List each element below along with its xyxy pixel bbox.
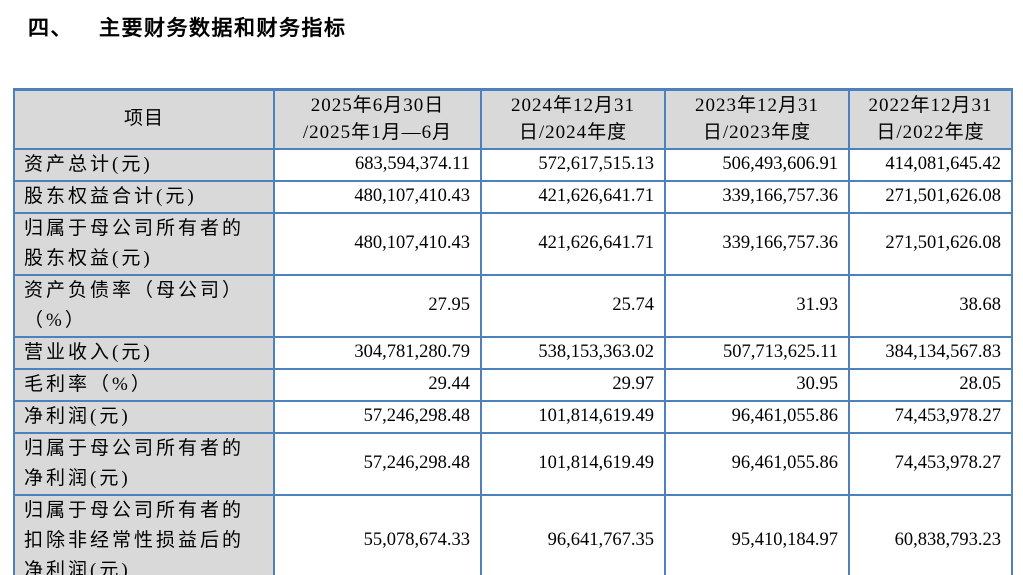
table-row-gross-margin: 毛利率（%） 29.44 29.97 30.95 28.05: [13, 367, 1013, 402]
row-label: 毛利率（%）: [13, 367, 275, 402]
row-label: 资产总计(元): [13, 147, 275, 182]
value-cell: 414,081,645.42: [848, 147, 1013, 182]
value-cell: 572,617,515.13: [480, 147, 666, 182]
value-cell: 421,626,641.71: [480, 211, 666, 276]
row-label: 归属于母公司所有者的 净利润(元): [13, 431, 275, 496]
section-number: 四、: [28, 16, 73, 40]
table-header-row: 项目 2025年6月30日 /2025年1月—6月 2024年12月31 日/2…: [13, 88, 1013, 150]
value-cell: 57,246,298.48: [273, 399, 482, 434]
value-cell: 480,107,410.43: [273, 211, 482, 276]
financial-indicators-table: 项目 2025年6月30日 /2025年1月—6月 2024年12月31 日/2…: [13, 88, 1013, 575]
value-cell: 421,626,641.71: [480, 179, 666, 214]
header-cell-period-2024: 2024年12月31 日/2024年度: [480, 88, 666, 150]
value-cell: 339,166,757.36: [664, 179, 850, 214]
header-cell-period-2025: 2025年6月30日 /2025年1月—6月: [273, 88, 482, 150]
value-cell: 507,713,625.11: [664, 335, 850, 370]
value-cell: 25.74: [480, 273, 666, 338]
section-title-text: 主要财务数据和财务指标: [99, 16, 347, 40]
header-cell-item: 项目: [13, 88, 275, 150]
row-label: 营业收入(元): [13, 335, 275, 370]
value-cell: 95,410,184.97: [664, 493, 850, 575]
value-cell: 339,166,757.36: [664, 211, 850, 276]
value-cell: 57,246,298.48: [273, 431, 482, 496]
table-row-net-profit-attributable-parent: 归属于母公司所有者的 净利润(元) 57,246,298.48 101,814,…: [13, 431, 1013, 496]
row-label: 归属于母公司所有者的 股东权益(元): [13, 211, 275, 276]
table-row-total-equity: 股东权益合计(元) 480,107,410.43 421,626,641.71 …: [13, 179, 1013, 214]
value-cell: 28.05: [848, 367, 1013, 402]
value-cell: 683,594,374.11: [273, 147, 482, 182]
row-label: 净利润(元): [13, 399, 275, 434]
page-title: 四、 主要财务数据和财务指标: [28, 12, 347, 42]
table-row-equity-attributable-parent: 归属于母公司所有者的 股东权益(元) 480,107,410.43 421,62…: [13, 211, 1013, 276]
value-cell: 96,641,767.35: [480, 493, 666, 575]
value-cell: 538,153,363.02: [480, 335, 666, 370]
value-cell: 271,501,626.08: [848, 211, 1013, 276]
value-cell: 304,781,280.79: [273, 335, 482, 370]
value-cell: 271,501,626.08: [848, 179, 1013, 214]
table-row-net-profit: 净利润(元) 57,246,298.48 101,814,619.49 96,4…: [13, 399, 1013, 434]
table-row-total-assets: 资产总计(元) 683,594,374.11 572,617,515.13 50…: [13, 147, 1013, 182]
table-row-operating-revenue: 营业收入(元) 304,781,280.79 538,153,363.02 50…: [13, 335, 1013, 370]
value-cell: 384,134,567.83: [848, 335, 1013, 370]
value-cell: 74,453,978.27: [848, 399, 1013, 434]
value-cell: 74,453,978.27: [848, 431, 1013, 496]
value-cell: 101,814,619.49: [480, 431, 666, 496]
value-cell: 60,838,793.23: [848, 493, 1013, 575]
table-row-debt-ratio: 资产负债率（母公司） （%） 27.95 25.74 31.93 38.68: [13, 273, 1013, 338]
value-cell: 101,814,619.49: [480, 399, 666, 434]
row-label: 资产负债率（母公司） （%）: [13, 273, 275, 338]
row-label: 股东权益合计(元): [13, 179, 275, 214]
value-cell: 30.95: [664, 367, 850, 402]
value-cell: 29.44: [273, 367, 482, 402]
table-row-net-profit-excl-nonrecurring: 归属于母公司所有者的 扣除非经常性损益后的 净利润(元) 55,078,674.…: [13, 493, 1013, 575]
value-cell: 55,078,674.33: [273, 493, 482, 575]
value-cell: 29.97: [480, 367, 666, 402]
value-cell: 31.93: [664, 273, 850, 338]
value-cell: 96,461,055.86: [664, 399, 850, 434]
value-cell: 96,461,055.86: [664, 431, 850, 496]
header-cell-period-2023: 2023年12月31 日/2023年度: [664, 88, 850, 150]
row-label: 归属于母公司所有者的 扣除非经常性损益后的 净利润(元): [13, 493, 275, 575]
value-cell: 38.68: [848, 273, 1013, 338]
value-cell: 506,493,606.91: [664, 147, 850, 182]
value-cell: 27.95: [273, 273, 482, 338]
header-cell-period-2022: 2022年12月31 日/2022年度: [848, 88, 1013, 150]
value-cell: 480,107,410.43: [273, 179, 482, 214]
